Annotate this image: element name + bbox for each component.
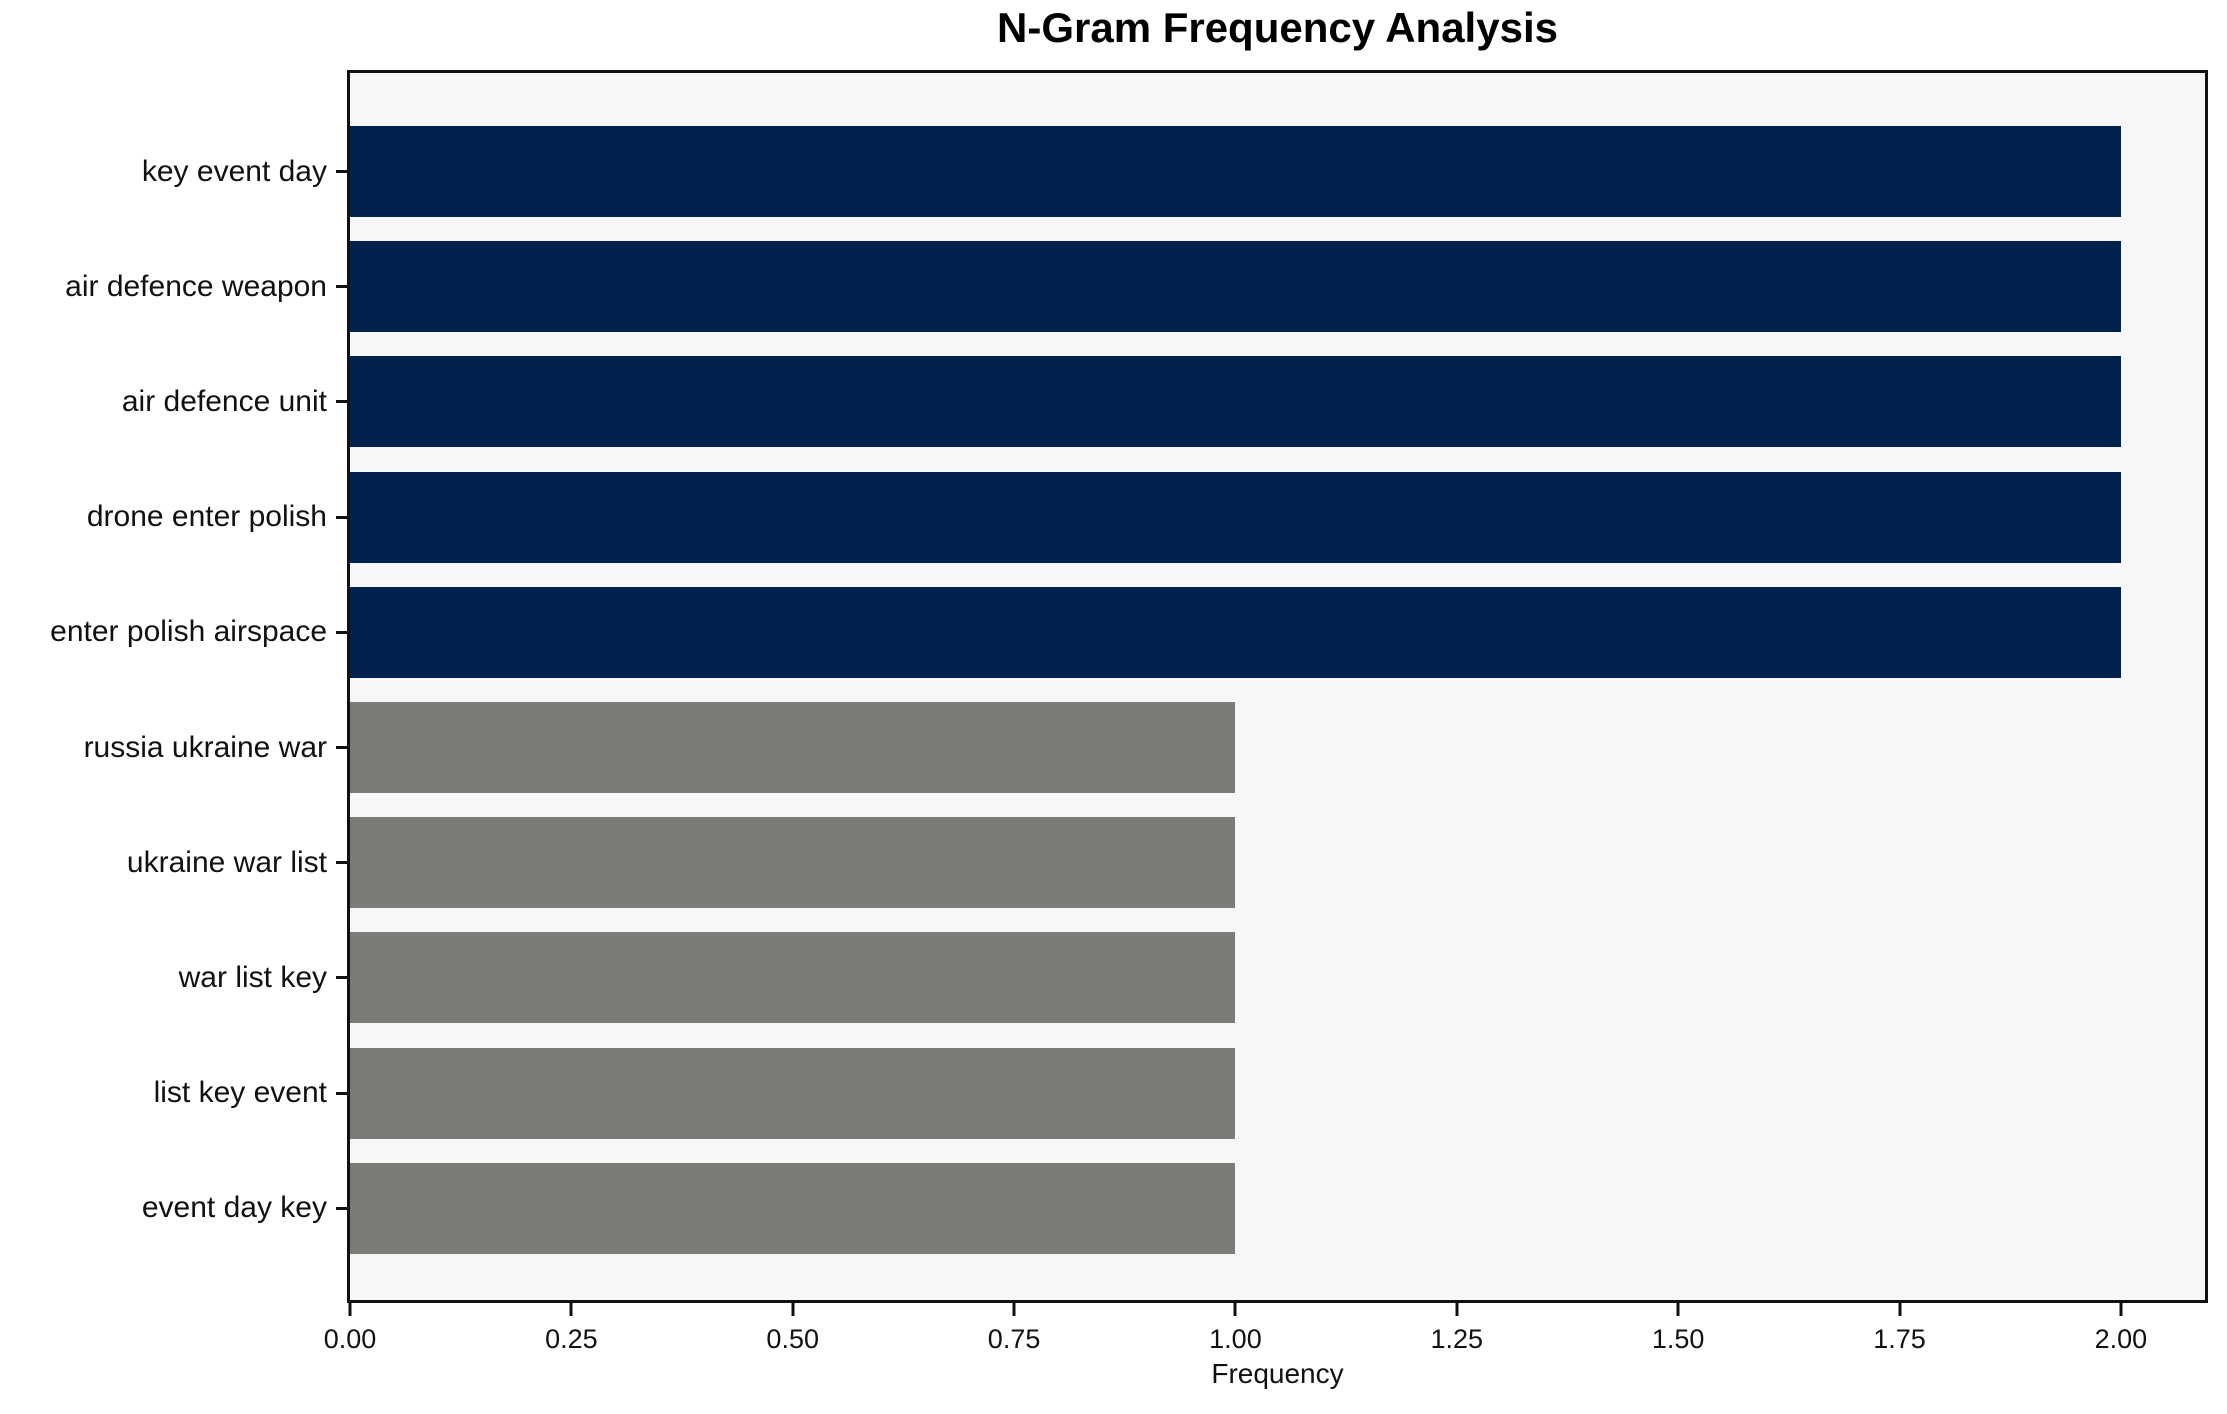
y-tick-label-key-event-day: key event day bbox=[141, 154, 327, 188]
x-tick-label-1.50: 1.50 bbox=[1651, 1324, 1705, 1354]
y-tick-mark bbox=[336, 976, 347, 980]
bar-enter-polish-airspace bbox=[350, 586, 2121, 678]
x-axis: 0.00 0.25 0.50 0.75 1.00 1.25 1.50 1.75 2.00 bbox=[324, 1303, 2205, 1373]
bar-air-defence-weapon bbox=[350, 241, 2121, 333]
y-tick-mark bbox=[336, 515, 347, 519]
bars-container bbox=[350, 73, 2205, 1300]
x-tick-mark bbox=[1898, 1303, 1902, 1316]
x-tick-mark bbox=[2119, 1303, 2123, 1316]
y-tick-label-air-defence-weapon: air defence weapon bbox=[65, 269, 327, 303]
y-axis: key event day air defence weapon air defen… bbox=[0, 73, 347, 1300]
y-tick-mark bbox=[336, 1206, 347, 1210]
bar-key-event-day bbox=[350, 126, 2121, 217]
y-tick-mark bbox=[336, 285, 347, 289]
y-tick-mark bbox=[336, 400, 347, 404]
x-tick-label-1.25: 1.25 bbox=[1430, 1324, 1484, 1354]
x-tick-label-0.50: 0.50 bbox=[766, 1324, 819, 1354]
x-tick-mark bbox=[569, 1303, 573, 1316]
x-axis-label: Frequency bbox=[1211, 1358, 1344, 1389]
bar-drone-enter-polish bbox=[350, 471, 2121, 563]
y-tick-mark bbox=[336, 746, 347, 749]
y-tick-label-war-list-key: war list key bbox=[178, 960, 327, 994]
bar-air-defence-unit bbox=[350, 356, 2121, 448]
x-tick-label-0.75: 0.75 bbox=[987, 1324, 1041, 1354]
x-tick-mark bbox=[1455, 1303, 1459, 1316]
x-tick-mark bbox=[1012, 1303, 1016, 1316]
x-tick-mark bbox=[791, 1303, 795, 1316]
y-tick-mark bbox=[336, 170, 347, 173]
y-tick-label-ukraine-war-list: ukraine war list bbox=[126, 845, 327, 879]
x-tick-mark bbox=[1676, 1303, 1680, 1316]
chart-title: N-Gram Frequency Analysis bbox=[997, 4, 1558, 51]
bar-russia-ukraine-war bbox=[350, 702, 1236, 793]
x-tick-mark bbox=[1233, 1303, 1237, 1316]
x-tick-label-0.25: 0.25 bbox=[545, 1324, 598, 1354]
y-tick-label-russia-ukraine-war: russia ukraine war bbox=[83, 730, 327, 764]
x-tick-label-2.00: 2.00 bbox=[2094, 1324, 2148, 1354]
bar-ukraine-war-list bbox=[350, 817, 1236, 909]
y-tick-mark bbox=[336, 1091, 347, 1095]
x-tick-label-1.75: 1.75 bbox=[1873, 1324, 1926, 1354]
y-tick-label-air-defence-unit: air defence unit bbox=[121, 384, 327, 418]
y-tick-mark bbox=[336, 861, 347, 865]
bar-event-day-key bbox=[350, 1162, 1236, 1254]
y-tick-label-event-day-key: event day key bbox=[141, 1191, 327, 1225]
bar-war-list-key bbox=[350, 932, 1236, 1024]
y-tick-label-enter-polish-airspace: enter polish airspace bbox=[50, 615, 327, 649]
y-tick-label-drone-enter-polish: drone enter polish bbox=[86, 500, 327, 534]
y-tick-label-list-key-event: list key event bbox=[153, 1076, 327, 1110]
x-tick-label-1.00: 1.00 bbox=[1209, 1324, 1262, 1354]
y-tick-mark bbox=[336, 630, 347, 634]
x-tick-label-0.00: 0.00 bbox=[323, 1324, 377, 1354]
x-tick-mark bbox=[348, 1303, 352, 1316]
bar-list-key-event bbox=[350, 1047, 1236, 1139]
plot-area bbox=[347, 70, 2208, 1303]
